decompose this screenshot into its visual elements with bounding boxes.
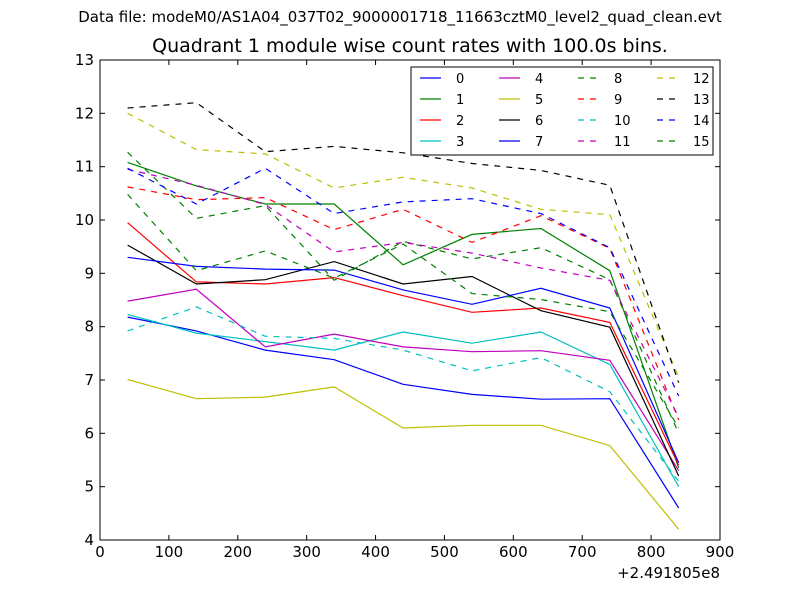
y-tick-label: 12 [75, 104, 94, 122]
series-line-4 [127, 288, 680, 472]
legend-label-1: 1 [456, 93, 464, 108]
legend-label-9: 9 [614, 93, 622, 108]
series-lines [127, 102, 680, 530]
legend-frame [410, 66, 714, 156]
series-line-2 [127, 222, 680, 466]
axis-ticks: 0 100 200 300 400 500 600 700 800 900456789101112… [75, 51, 734, 561]
series-line-5 [127, 378, 680, 530]
y-tick-label: 7 [84, 371, 94, 389]
series-line-3 [127, 313, 680, 487]
x-tick-label: 100 [155, 543, 184, 561]
data-file-title: Data file: modeM0/AS1A04_037T02_90000017… [78, 8, 722, 26]
plot-frame [99, 59, 721, 541]
y-tick-label: 4 [84, 531, 94, 549]
series-line-7 [127, 256, 680, 463]
series-line-13 [127, 102, 680, 383]
x-tick-label: 500 [430, 543, 459, 561]
series-line-11 [127, 168, 680, 418]
legend-label-0: 0 [456, 72, 464, 87]
legend-label-7: 7 [535, 135, 543, 150]
series-line-12 [127, 112, 680, 378]
series-line-0 [127, 316, 680, 509]
y-tick-label: 13 [75, 51, 94, 69]
chart-title: Quadrant 1 module wise count rates with … [152, 35, 668, 57]
legend-label-14: 14 [693, 114, 710, 129]
series-line-6 [127, 244, 680, 477]
x-tick-label: 0 [95, 543, 105, 561]
y-tick-label: 9 [84, 264, 94, 282]
x-offset-label: +2.491805e8 [617, 564, 720, 582]
legend-label-11: 11 [614, 135, 631, 150]
legend-label-12: 12 [693, 72, 710, 87]
legend-label-8: 8 [614, 72, 622, 87]
series-line-15 [127, 193, 680, 429]
x-tick-label: 900 [706, 543, 735, 561]
series-line-1 [127, 161, 680, 469]
y-tick-label: 8 [84, 318, 94, 336]
x-tick-label: 300 [292, 543, 321, 561]
legend-label-4: 4 [535, 72, 543, 87]
legend-label-5: 5 [535, 93, 543, 108]
legend-label-10: 10 [614, 114, 631, 129]
series-line-10 [127, 306, 680, 482]
series-line-8 [127, 151, 680, 434]
y-tick-label: 6 [84, 424, 94, 442]
legend-label-2: 2 [456, 114, 464, 129]
x-tick-label: 200 [223, 543, 252, 561]
x-tick-label: 400 [361, 543, 390, 561]
x-tick-label: 600 [499, 543, 528, 561]
y-tick-label: 5 [84, 478, 94, 496]
x-tick-label: 800 [637, 543, 666, 561]
legend-label-6: 6 [535, 114, 543, 129]
legend-label-15: 15 [693, 135, 710, 150]
x-tick-label: 700 [568, 543, 597, 561]
y-tick-label: 10 [75, 211, 94, 229]
legend-label-3: 3 [456, 135, 464, 150]
y-tick-label: 11 [75, 158, 94, 176]
legend-label-13: 13 [693, 93, 710, 108]
